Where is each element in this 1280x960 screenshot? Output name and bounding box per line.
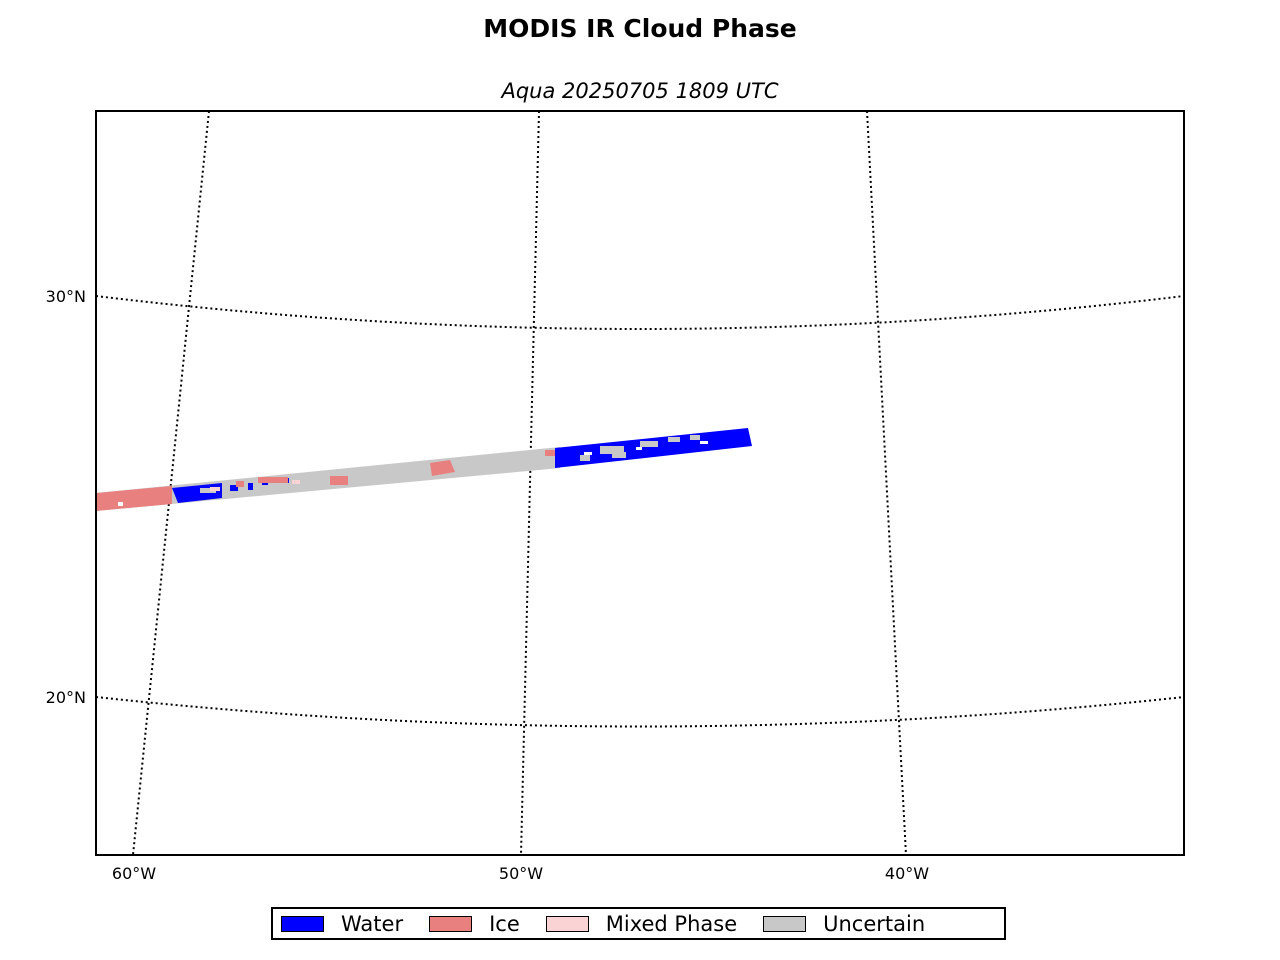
legend-item-mixed-phase: Mixed Phase xyxy=(545,911,738,936)
latitude-line-30n xyxy=(96,295,1184,330)
legend-item-uncertain: Uncertain xyxy=(763,912,925,936)
latitude-label-20n: 20°N xyxy=(46,688,86,707)
map-frame xyxy=(95,110,1185,856)
legend-swatch-mixed-phase xyxy=(545,915,589,932)
longitude-label-40w: 40°W xyxy=(885,864,929,883)
cloud-phase-swath xyxy=(96,428,752,511)
longitude-label-60w: 60°W xyxy=(112,864,156,883)
legend-swatch-water xyxy=(281,915,324,932)
swath-uncertain-patches xyxy=(200,435,700,496)
legend-item-water: Water xyxy=(281,912,403,936)
swath-clear-gaps xyxy=(118,441,708,506)
legend-label-ice: Ice xyxy=(489,911,520,936)
map-plot-area xyxy=(96,111,1184,855)
legend-label-water: Water xyxy=(341,911,404,936)
longitude-line-50w xyxy=(520,111,540,855)
swath-ice-patches xyxy=(152,450,555,494)
chart-subtitle: Aqua 20250705 1809 UTC xyxy=(501,79,779,103)
legend-label-mixed-phase: Mixed Phase xyxy=(605,911,738,936)
swath-water-east xyxy=(555,428,752,468)
chart-title: MODIS IR Cloud Phase xyxy=(483,14,797,43)
swath-mixed-patches xyxy=(210,480,300,491)
legend-swatch-uncertain xyxy=(763,915,807,932)
legend-item-ice: Ice xyxy=(429,912,520,936)
legend-label-uncertain: Uncertain xyxy=(823,911,926,936)
latitude-label-30n: 30°N xyxy=(46,287,86,306)
longitude-label-50w: 50°W xyxy=(499,864,543,883)
longitude-line-40w xyxy=(866,111,907,855)
legend-swatch-ice xyxy=(429,915,473,932)
legend: Water Ice Mixed Phase Uncertain xyxy=(271,907,1006,940)
latitude-line-20n xyxy=(96,696,1184,728)
